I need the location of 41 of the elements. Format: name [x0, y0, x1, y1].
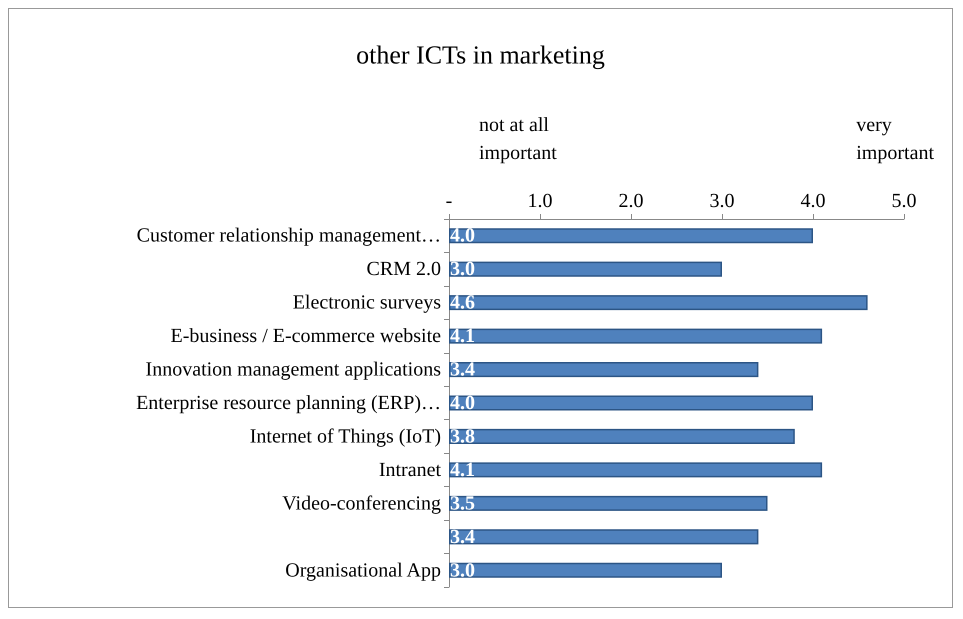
x-tick-label: 4.0 — [800, 190, 826, 212]
text: very important — [856, 114, 934, 164]
data-label: 4.6 — [450, 292, 475, 314]
y-tick-label: Innovation management applications — [146, 358, 442, 381]
data-label: 4.1 — [450, 325, 475, 348]
y-tick-label: Intranet — [378, 458, 442, 481]
data-label: 3.4 — [450, 526, 475, 548]
data-label: 3.0 — [450, 559, 475, 582]
data-label: 3.5 — [450, 492, 475, 514]
y-tick-label: Electronic surveys — [292, 292, 442, 314]
x-tick-label: 3.0 — [710, 190, 734, 212]
y-tick-label: Organisational App — [285, 559, 441, 582]
data-label: 4.0 — [450, 392, 475, 414]
x-tick-label: 5.0 — [892, 190, 916, 212]
bar — [449, 428, 795, 444]
bar — [449, 529, 758, 544]
data-label: 3.8 — [450, 425, 475, 448]
data-label: 4.1 — [450, 458, 475, 481]
y-tick-label: Internet of Things (IoT) — [250, 425, 441, 448]
y-tick-label: Enterprise resource planning (ERP)… — [136, 392, 441, 414]
x-tick-label: 2.0 — [618, 190, 644, 212]
data-label: 4.0 — [450, 224, 475, 247]
bar — [449, 462, 822, 478]
y-tick-label: CRM 2.0 — [366, 258, 441, 280]
y-tick-label: E-business / E-commerce website — [170, 325, 442, 348]
data-label: 3.4 — [450, 358, 475, 381]
chart-title: other ICTs in marketing — [356, 40, 605, 70]
bar — [449, 395, 813, 411]
x-tick-label: 1.0 — [528, 190, 552, 212]
y-tick-label: Customer relationship management… — [136, 224, 441, 247]
bar — [449, 228, 813, 244]
x-tick-label: - — [446, 190, 452, 212]
text: not at all important — [479, 114, 558, 164]
data-label: 3.0 — [450, 258, 475, 280]
y-tick-label: Video-conferencing — [282, 492, 441, 514]
bar — [449, 562, 722, 578]
bar — [449, 295, 868, 310]
bar — [449, 328, 822, 344]
bar — [449, 362, 758, 378]
bar — [449, 262, 722, 277]
bar — [449, 496, 768, 511]
